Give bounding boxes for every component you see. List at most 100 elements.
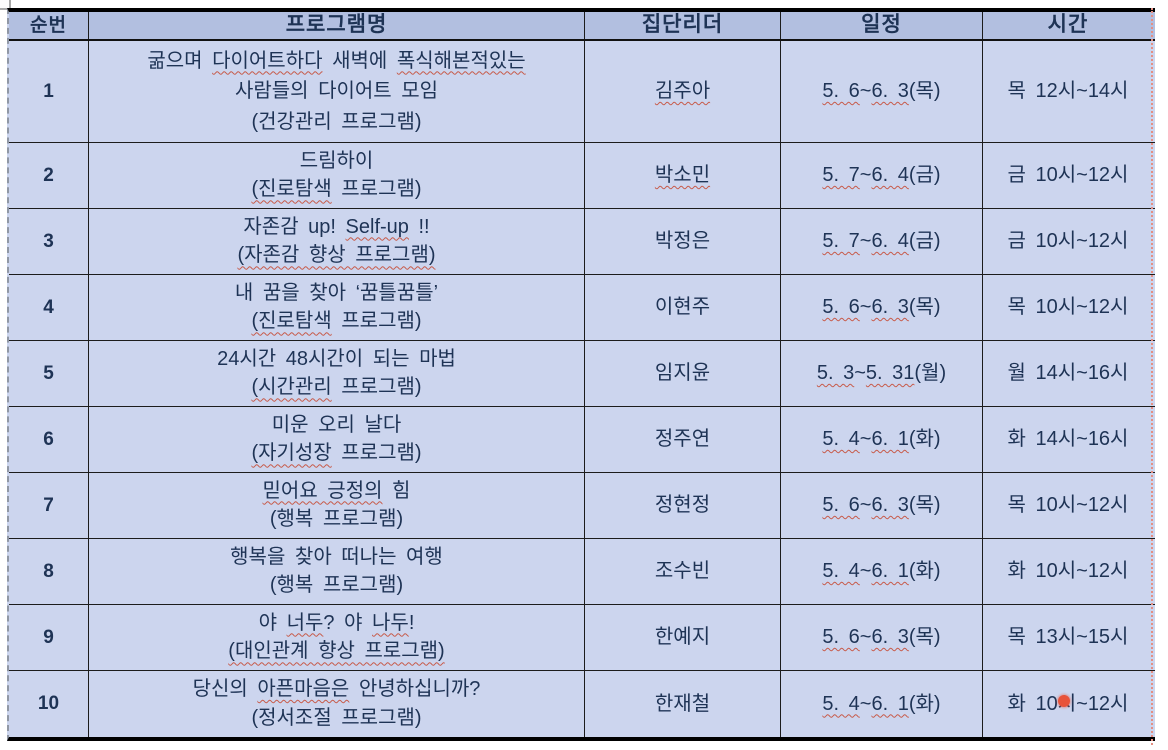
text-segment: 프로그램) bbox=[331, 442, 422, 465]
cell-no: 5 bbox=[9, 341, 89, 406]
program-line: 미운 오리 날다 bbox=[272, 413, 402, 438]
text-segment: 굶으며 bbox=[147, 49, 213, 72]
text-segment: ~ bbox=[859, 626, 872, 648]
text-segment: ~ bbox=[859, 494, 872, 516]
table-row: 7 믿어요 긍정의 힘 (행복 프로그램) 정현정 5. 6 ~ 6. 3 (목) 목 1… bbox=[9, 473, 1155, 539]
text-segment: 정주연 bbox=[654, 428, 711, 450]
cell-program: 야 너두? 야 나두! (대인관계 향상 프로그램) bbox=[89, 605, 585, 670]
text-segment: 새벽에 bbox=[322, 49, 397, 72]
table-row: 3 자존감 up! Self-up !! (자존감 향상 프로그램) 박정은 5. 7 … bbox=[9, 209, 1155, 275]
text-segment: 5. 6 bbox=[822, 626, 860, 648]
text-segment: (목) bbox=[908, 626, 941, 648]
header-cell-program: 프로그램명 bbox=[89, 12, 585, 39]
program-line: 자존감 up! Self-up !! bbox=[243, 215, 429, 240]
text-segment: 6. 1 bbox=[871, 560, 909, 582]
program-line: (진로탐색 프로그램) bbox=[251, 309, 421, 334]
cell-program: 굶으며 다이어트하다 새벽에 폭식해본적있는 사람들의 다이어트 모임 (건강관리 … bbox=[89, 41, 585, 142]
text-segment: 6. 1 bbox=[871, 692, 909, 715]
cell-no: 10 bbox=[9, 671, 89, 737]
text-segment: ! bbox=[408, 611, 415, 634]
cell-leader: 임지윤 bbox=[585, 341, 781, 406]
cell-no: 3 bbox=[9, 209, 89, 274]
text-segment: (월) bbox=[914, 362, 947, 384]
cell-time: 금 10시~12시 bbox=[1007, 164, 1129, 186]
text-segment: 자존감 up! bbox=[243, 215, 346, 238]
text-segment: 아픈마음은 bbox=[257, 678, 350, 700]
text-segment: 야 bbox=[258, 611, 287, 634]
text-segment: (자존감 향상 프로그램) bbox=[237, 244, 436, 267]
program-line: 믿어요 긍정의 힘 bbox=[263, 479, 411, 504]
page-margin-guide bbox=[1151, 8, 1153, 745]
text-segment: (금) bbox=[908, 230, 941, 252]
table-row: 1 굶으며 다이어트하다 새벽에 폭식해본적있는 사람들의 다이어트 모임 (건강관리… bbox=[9, 41, 1155, 143]
cell-leader: 한예지 bbox=[585, 605, 781, 670]
text-segment: 6. 3 bbox=[871, 80, 909, 102]
text-segment: 5. 6 bbox=[822, 296, 860, 318]
text-segment: 나두 bbox=[372, 611, 409, 634]
cell-schedule: 5. 4 ~ 6. 1 (화) bbox=[781, 407, 983, 472]
laser-pointer-dot bbox=[1058, 695, 1070, 707]
text-segment: 6. 4 bbox=[871, 164, 909, 186]
header-cell-time: 시간 bbox=[1047, 13, 1089, 37]
cell-leader: 정주연 bbox=[585, 407, 781, 472]
cell-time: 화 10시~12시 bbox=[1007, 560, 1129, 582]
header-cell-schedule: 일정 bbox=[781, 12, 983, 39]
cell-no: 6 bbox=[9, 407, 89, 472]
table-row: 4 내 꿈을 찾아 ‘꿈틀꿈틀’ (진로탐색 프로그램) 이현주 5. 6 ~ 6. 3… bbox=[9, 275, 1155, 341]
text-segment: (목) bbox=[908, 80, 941, 102]
text-segment: 5. 3 bbox=[816, 362, 855, 384]
cell-schedule: 5. 7 ~ 6. 4 (금) bbox=[781, 143, 983, 208]
corner-handle bbox=[0, 0, 11, 10]
cell-time: 목 10시~12시 bbox=[1007, 296, 1129, 318]
text-segment: 5. 7 bbox=[822, 230, 860, 252]
table-row: 10 당신의 아픈마음은 안녕하십니까? (정서조절 프로그램) 한재철 5. 4 ~ … bbox=[9, 671, 1155, 737]
table-row: 6 미운 오리 날다 (자기성장 프로그램) 정주연 5. 4 ~ 6. 1 (화) 화 … bbox=[9, 407, 1155, 473]
text-segment: (화) bbox=[908, 692, 941, 715]
cell-time: 목 10시~12시 bbox=[1007, 494, 1129, 516]
program-line: 행복을 찾아 떠나는 여행 bbox=[230, 545, 443, 570]
text-segment: ~ bbox=[859, 428, 872, 450]
text-segment: (정서조절 프로그램) bbox=[251, 707, 422, 729]
text-segment: ~ bbox=[854, 362, 866, 384]
text-segment: 안녕하십니까? bbox=[349, 678, 481, 700]
cell-program: 내 꿈을 찾아 ‘꿈틀꿈틀’ (진로탐색 프로그램) bbox=[89, 275, 585, 340]
cell-no: 9 bbox=[9, 605, 89, 670]
text-segment: 박소민 bbox=[654, 164, 711, 186]
text-segment: 한재철 bbox=[654, 692, 711, 715]
text-segment: (시간관리 bbox=[251, 376, 332, 399]
cell-schedule: 5. 7 ~ 6. 4 (금) bbox=[781, 209, 983, 274]
cell-program: 행복을 찾아 떠나는 여행 (행복 프로그램) bbox=[89, 539, 585, 604]
program-line: (대인관계 향상 프로그램) bbox=[228, 639, 444, 664]
text-segment: Self-up bbox=[345, 215, 409, 238]
text-segment: ~ bbox=[859, 296, 872, 318]
program-line: 드림하이 bbox=[300, 149, 374, 174]
text-segment: 6. 1 bbox=[871, 428, 909, 450]
text-segment: ~ bbox=[859, 164, 872, 186]
cell-no: 7 bbox=[9, 473, 89, 538]
text-segment: 6. 3 bbox=[871, 626, 909, 648]
text-segment: 6. 3 bbox=[871, 296, 909, 318]
text-segment: 내 꿈을 찾아 ‘꿈틀꿈틀’ bbox=[234, 281, 439, 304]
cell-program: 당신의 아픈마음은 안녕하십니까? (정서조절 프로그램) bbox=[89, 671, 585, 737]
text-segment: 당신의 bbox=[192, 678, 258, 700]
text-segment: 너두 bbox=[286, 611, 324, 634]
text-segment: 미운 오리 날다 bbox=[271, 413, 402, 436]
cell-program: 믿어요 긍정의 힘 (행복 프로그램) bbox=[89, 473, 585, 538]
text-segment: ~ bbox=[859, 560, 872, 582]
text-segment: (화) bbox=[908, 428, 941, 450]
cell-program: 자존감 up! Self-up !! (자존감 향상 프로그램) bbox=[89, 209, 585, 274]
text-segment: (목) bbox=[908, 296, 941, 318]
table-header-row: 순번 프로그램명 집단리더 일정 시간 bbox=[9, 12, 1155, 41]
text-segment: (대인관계 향상 프로그램) bbox=[228, 640, 445, 663]
text-segment: ? 야 bbox=[323, 611, 373, 634]
program-line: (행복 프로그램) bbox=[270, 507, 403, 532]
table-row: 5 24시간 48시간이 되는 마법 (시간관리 프로그램) 임지윤 5. 3 ~ 5.… bbox=[9, 341, 1155, 407]
program-table: 순번 프로그램명 집단리더 일정 시간 1 굶으며 다이어트하다 새벽에 폭식해본… bbox=[7, 8, 1155, 741]
text-segment: (목) bbox=[908, 494, 941, 516]
text-segment: ~ bbox=[859, 230, 872, 252]
cell-schedule: 5. 6 ~ 6. 3 (목) bbox=[781, 41, 983, 142]
program-line: (자존감 향상 프로그램) bbox=[237, 243, 435, 268]
text-segment: 조수빈 bbox=[654, 560, 711, 582]
table-row: 8 행복을 찾아 떠나는 여행 (행복 프로그램) 조수빈 5. 4 ~ 6. 1 (화… bbox=[9, 539, 1155, 605]
table-row: 2 드림하이 (진로탐색 프로그램) 박소민 5. 7 ~ 6. 4 (금) 금 10시~… bbox=[9, 143, 1155, 209]
